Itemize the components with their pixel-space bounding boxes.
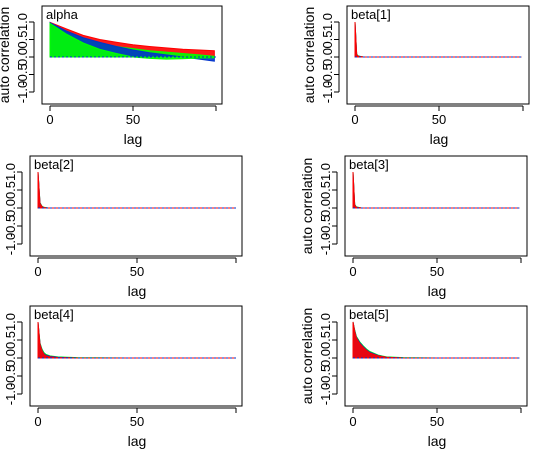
acf-series-3 bbox=[352, 321, 520, 359]
x-axis-label: lag bbox=[428, 433, 447, 449]
y-axis-label: auto correlation bbox=[0, 7, 12, 104]
y-tick-label: 0.5 bbox=[318, 331, 333, 349]
y-tick-label: -0.5 bbox=[15, 63, 30, 85]
y-axis-label: auto correlation bbox=[301, 7, 317, 104]
x-tick-label: 50 bbox=[430, 414, 444, 429]
y-tick-label: -0.5 bbox=[3, 365, 18, 387]
x-tick-label: 0 bbox=[34, 264, 41, 279]
y-tick-label: 0.0 bbox=[318, 349, 333, 367]
y-tick-label: -1.0 bbox=[318, 233, 333, 255]
acf-series-3 bbox=[37, 321, 235, 359]
y-tick-label: 1.0 bbox=[320, 13, 335, 31]
panel-title: beta[3] bbox=[349, 157, 389, 172]
x-tick-label: 0 bbox=[349, 264, 356, 279]
acf-series-4 bbox=[49, 22, 215, 60]
y-tick-label: -0.5 bbox=[318, 215, 333, 237]
y-tick-label: 0.0 bbox=[3, 199, 18, 217]
y-tick-label: -0.5 bbox=[318, 365, 333, 387]
y-tick-label: 1.0 bbox=[3, 163, 18, 181]
x-tick-label: 0 bbox=[349, 414, 356, 429]
y-tick-label: 0.0 bbox=[318, 199, 333, 217]
y-tick-label: 0.0 bbox=[320, 48, 335, 66]
y-tick-label: -0.5 bbox=[320, 63, 335, 85]
x-axis-label: lag bbox=[124, 131, 143, 147]
x-tick-label: 0 bbox=[34, 414, 41, 429]
y-tick-label: 0.5 bbox=[318, 181, 333, 199]
panel-title: beta[5] bbox=[349, 307, 389, 322]
x-tick-label: 50 bbox=[126, 112, 140, 127]
acf-series-3 bbox=[37, 171, 235, 209]
y-tick-label: 0.0 bbox=[15, 48, 30, 66]
plot-frame bbox=[346, 5, 530, 105]
y-tick-label: 0.5 bbox=[3, 331, 18, 349]
panel-title: beta[2] bbox=[34, 157, 74, 172]
panel-title: beta[1] bbox=[351, 7, 391, 22]
y-tick-label: 1.0 bbox=[15, 13, 30, 31]
x-axis-label: lag bbox=[430, 131, 449, 147]
y-tick-label: 0.5 bbox=[3, 181, 18, 199]
y-tick-label: 1.0 bbox=[318, 163, 333, 181]
x-axis-label: lag bbox=[428, 283, 447, 299]
x-tick-label: 0 bbox=[351, 112, 358, 127]
x-tick-label: 50 bbox=[432, 112, 446, 127]
y-tick-label: 0.5 bbox=[320, 30, 335, 48]
panel-title: alpha bbox=[46, 7, 79, 22]
y-axis-label: auto correlation bbox=[299, 158, 315, 255]
y-tick-label: 1.0 bbox=[3, 313, 18, 331]
x-tick-label: 50 bbox=[430, 264, 444, 279]
x-tick-label: 50 bbox=[130, 264, 144, 279]
y-tick-label: -1.0 bbox=[3, 383, 18, 405]
plot-frame bbox=[344, 155, 528, 257]
y-tick-label: 1.0 bbox=[318, 313, 333, 331]
y-tick-label: 0.5 bbox=[15, 30, 30, 48]
x-axis-label: lag bbox=[128, 433, 147, 449]
y-tick-label: -1.0 bbox=[318, 383, 333, 405]
y-tick-label: -0.5 bbox=[3, 215, 18, 237]
y-axis-label: auto correlation bbox=[299, 308, 315, 405]
plot-frame bbox=[29, 155, 243, 257]
x-axis-label: lag bbox=[128, 283, 147, 299]
panel-title: beta[4] bbox=[34, 307, 74, 322]
plot-frame bbox=[29, 305, 243, 407]
y-tick-label: -1.0 bbox=[3, 233, 18, 255]
y-tick-label: 0.0 bbox=[3, 349, 18, 367]
x-tick-label: 50 bbox=[130, 414, 144, 429]
x-tick-label: 0 bbox=[46, 112, 53, 127]
y-tick-label: -1.0 bbox=[320, 81, 335, 103]
y-tick-label: -1.0 bbox=[15, 81, 30, 103]
